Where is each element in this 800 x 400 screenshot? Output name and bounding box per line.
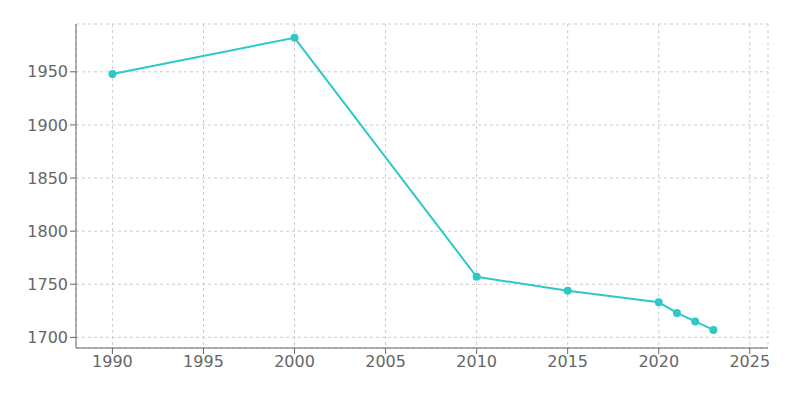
svg-text:1990: 1990 xyxy=(92,352,133,371)
svg-text:1700: 1700 xyxy=(27,328,68,347)
svg-text:2020: 2020 xyxy=(638,352,679,371)
svg-text:1950: 1950 xyxy=(27,62,68,81)
svg-text:2000: 2000 xyxy=(274,352,315,371)
svg-text:1800: 1800 xyxy=(27,222,68,241)
svg-text:2015: 2015 xyxy=(547,352,588,371)
svg-text:1750: 1750 xyxy=(27,275,68,294)
svg-text:2025: 2025 xyxy=(729,352,770,371)
svg-text:1995: 1995 xyxy=(183,352,224,371)
svg-text:1850: 1850 xyxy=(27,169,68,188)
svg-text:2010: 2010 xyxy=(456,352,497,371)
svg-text:2005: 2005 xyxy=(365,352,406,371)
svg-text:1900: 1900 xyxy=(27,116,68,135)
